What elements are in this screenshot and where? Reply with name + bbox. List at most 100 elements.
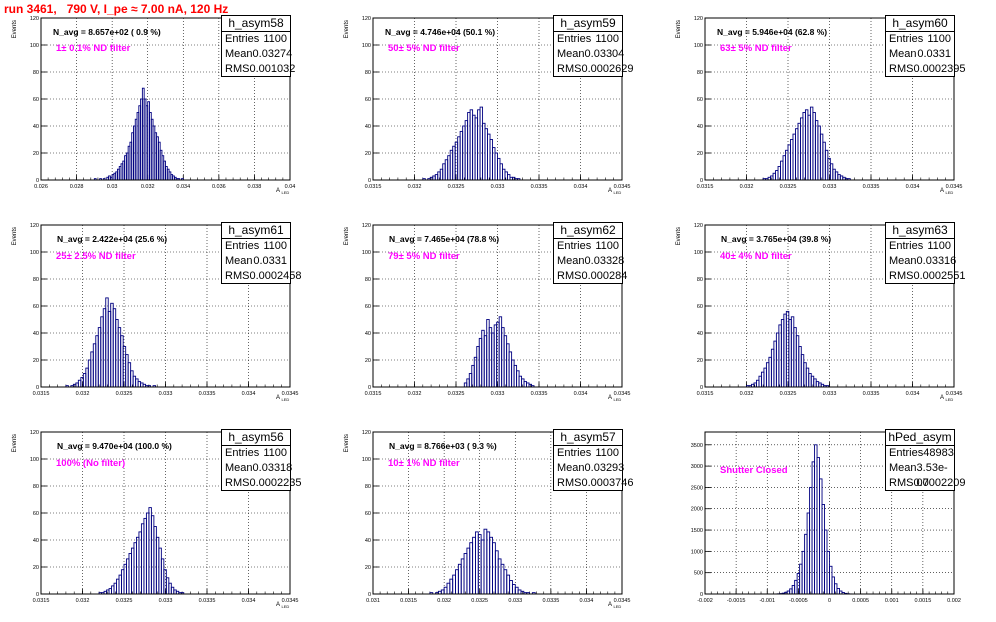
y-tick-label: 60: [697, 97, 703, 103]
stats-value-entries: 1100: [595, 447, 619, 459]
stats-box: h_asym59 Entries 1100 Mean 0.03304 RMS 0.00026…: [553, 15, 633, 77]
x-axis-label: A LED: [608, 188, 621, 195]
y-tick-label: 60: [365, 304, 371, 310]
y-tick-label: 20: [33, 358, 39, 364]
stats-label-mean: Mean: [225, 48, 253, 60]
stats-value-mean: 0.03328: [584, 255, 625, 267]
y-axis-label: Events: [12, 20, 18, 38]
stats-histogram-name: h_asym61: [222, 223, 290, 239]
x-tick-label: 0.0345: [614, 184, 631, 190]
stats-label-entries: Entries: [889, 240, 924, 252]
x-tick-label: 0.0315: [400, 598, 417, 604]
x-tick-label: 0.033: [491, 391, 505, 397]
histogram-panel-h_asym59: 0.0315 0.032 0.0325 0.033 0.0335 0.034 0.0345 0…: [332, 0, 664, 207]
y-tick-label: 80: [33, 277, 39, 283]
x-axis-label-sub: LED: [282, 190, 290, 195]
y-tick-label: 120: [362, 16, 371, 22]
histogram-bins: [429, 528, 536, 595]
stats-box: h_asym61 Entries 1100 Mean 0.0331 RMS 0.000245…: [221, 222, 301, 284]
stats-value-entries: 1100: [595, 240, 619, 252]
plot-frame: [40, 224, 291, 388]
histogram-bins: [762, 106, 851, 181]
y-tick-label: 1000: [691, 549, 703, 555]
y-tick-label: 100: [694, 250, 703, 256]
x-axis-label-main: A: [608, 188, 612, 194]
x-tick-label: 0.0325: [448, 184, 465, 190]
x-tick-label: 0.032: [740, 391, 754, 397]
x-tick-label: 0.0325: [471, 598, 488, 604]
y-tick-label: 40: [365, 538, 371, 544]
y-tick-label: 40: [365, 124, 371, 130]
x-axis-label-sub: LED: [614, 604, 622, 609]
stats-label-mean: Mean: [557, 255, 585, 267]
y-tick-label: 80: [33, 484, 39, 490]
stats-label-entries: Entries: [225, 33, 260, 45]
y-axis-label: Events: [344, 227, 350, 245]
plot-frame: [704, 17, 955, 181]
stats-row-mean: Mean 0.03293: [554, 461, 625, 476]
y-tick-label: 40: [697, 124, 703, 130]
x-tick-label: 0.032: [408, 184, 422, 190]
stats-value-mean: 0.0331: [253, 255, 287, 267]
x-tick-label: 0.0345: [614, 598, 631, 604]
stats-value-rms: 0.0002209: [913, 477, 966, 489]
plot-frame: [40, 17, 291, 181]
x-tick-label: 0.028: [70, 184, 84, 190]
stats-value-rms: 0.001032: [249, 63, 296, 75]
stats-histogram-name: hPed_asym: [886, 430, 954, 446]
y-tick-label: 20: [33, 565, 39, 571]
x-axis-label-main: A: [608, 395, 612, 401]
stats-row-rms: RMS 0.0002458: [222, 269, 301, 284]
x-tick-label: 0.0335: [199, 598, 216, 604]
x-tick-label: 0.034: [574, 184, 588, 190]
stats-row-mean: Mean 0.0331: [222, 254, 290, 269]
stats-histogram-name: h_asym56: [222, 430, 290, 446]
histogram-bins: [746, 310, 830, 388]
x-tick-label: -0.001: [759, 598, 775, 604]
filter-annotation: 79± 5% ND filter: [388, 251, 460, 262]
y-tick-label: 0: [36, 592, 39, 598]
x-axis-label-main: A: [608, 602, 612, 608]
stats-value-entries: 1100: [263, 33, 287, 45]
x-tick-label: 0.001: [885, 598, 899, 604]
x-tick-label: 0.032: [408, 391, 422, 397]
stats-value-mean: 0.03293: [584, 462, 625, 474]
y-tick-label: 20: [697, 151, 703, 157]
stats-value-entries: 48983: [923, 447, 954, 459]
filter-annotation: 50± 5% ND filter: [388, 43, 460, 54]
n-avg-text: N_avg = 8.766e+03 ( 9.3 %): [389, 441, 497, 451]
x-tick-label: 0.0315: [365, 184, 382, 190]
x-tick-label: 0.0315: [365, 391, 382, 397]
y-tick-label: 0: [368, 178, 371, 184]
x-tick-label: 0.04: [285, 184, 296, 190]
y-tick-label: 40: [33, 538, 39, 544]
x-tick-label: 0.0315: [697, 391, 714, 397]
y-tick-label: 40: [697, 331, 703, 337]
stats-label-entries: Entries: [225, 240, 260, 252]
stats-value-mean: 0.03304: [584, 48, 625, 60]
stats-histogram-name: h_asym58: [222, 16, 290, 32]
histogram-panel-h_asym58: 0.026 0.028 0.03 0.032 0.034 0.036 0.038 0.04 0 2…: [0, 0, 332, 207]
stats-label-entries: Entries: [557, 240, 592, 252]
histogram-panel-h_asym56: 0.0315 0.032 0.0325 0.033 0.0335 0.034 0.0345 0…: [0, 414, 332, 621]
x-tick-label: 0.033: [823, 391, 837, 397]
stats-row-rms: RMS 0.0002395: [886, 62, 965, 77]
x-tick-label: 0.0345: [282, 391, 299, 397]
y-tick-label: 0: [368, 592, 371, 598]
x-tick-label: 0.032: [76, 598, 90, 604]
x-tick-label: 0.0325: [448, 391, 465, 397]
stats-histogram-name: h_asym59: [554, 16, 622, 32]
x-tick-label: 0.0315: [33, 598, 50, 604]
stats-label-rms: RMS: [557, 477, 582, 489]
n-avg-text: N_avg = 2.422e+04 (25.6 %): [57, 234, 168, 244]
x-tick-label: 0.034: [242, 598, 256, 604]
x-axis-label-sub: LED: [946, 397, 954, 402]
x-tick-label: 0.032: [141, 184, 155, 190]
y-tick-label: 60: [33, 304, 39, 310]
x-tick-label: 0.034: [176, 184, 190, 190]
stats-row-entries: Entries 1100: [554, 32, 622, 47]
histogram-plot: 0.0315 0.032 0.0325 0.033 0.0335 0.034 0.0345 0…: [12, 430, 298, 609]
x-tick-label: 0.0325: [116, 598, 133, 604]
x-tick-label: -0.002: [697, 598, 713, 604]
y-tick-label: 60: [697, 304, 703, 310]
